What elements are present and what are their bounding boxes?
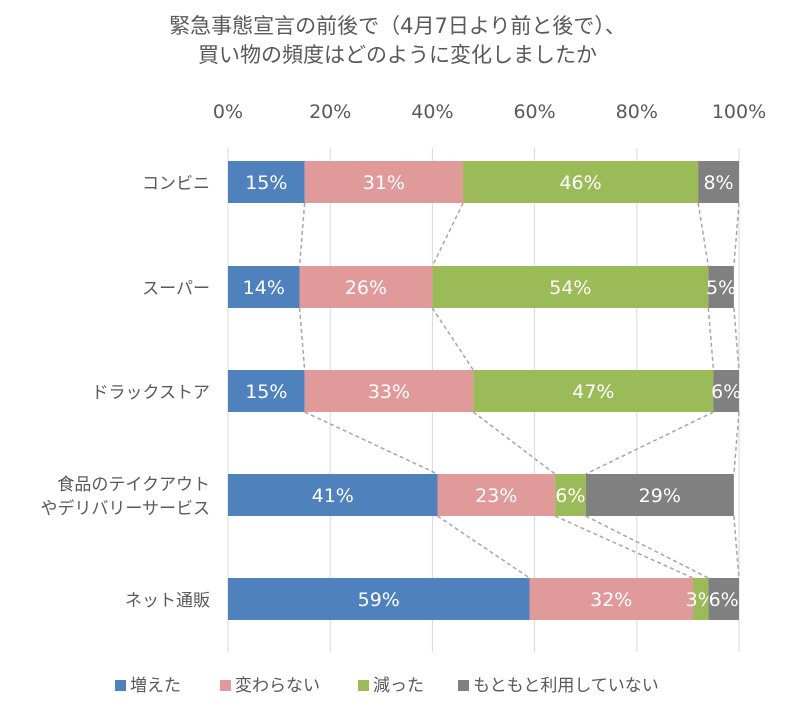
bar-segment bbox=[585, 474, 734, 516]
series-line bbox=[298, 307, 306, 371]
x-tick-label: 0% bbox=[213, 101, 243, 123]
data-label: 6% bbox=[711, 381, 741, 403]
series-line bbox=[304, 411, 438, 475]
data-label: 33% bbox=[368, 381, 410, 403]
bar-segment bbox=[473, 370, 714, 412]
data-label: 47% bbox=[572, 381, 614, 403]
series-line bbox=[585, 411, 714, 475]
bar-segment bbox=[437, 474, 556, 516]
series-line bbox=[554, 515, 694, 579]
series-line bbox=[431, 307, 474, 371]
bar-segment bbox=[299, 266, 433, 308]
legend-label: 変わらない bbox=[235, 676, 320, 696]
data-label: 6% bbox=[709, 589, 739, 611]
bar-segment bbox=[228, 161, 305, 203]
data-label: 23% bbox=[475, 485, 517, 507]
data-label: 8% bbox=[703, 172, 733, 194]
bar-segment bbox=[713, 370, 739, 412]
data-label: 5% bbox=[706, 277, 736, 299]
category-label: 食品のテイクアウトやデリバリーサービス bbox=[40, 475, 210, 519]
series-line bbox=[707, 307, 715, 371]
legend-swatch bbox=[358, 680, 369, 691]
category-label: ネット通販 bbox=[125, 591, 210, 611]
category-label: ドラックストア bbox=[92, 383, 211, 403]
series-line bbox=[733, 307, 740, 371]
data-label: 3% bbox=[686, 589, 716, 611]
bar-segment bbox=[304, 370, 474, 412]
series-line bbox=[733, 202, 740, 267]
data-label: 59% bbox=[358, 589, 400, 611]
bar-segment bbox=[708, 266, 734, 308]
data-label: 41% bbox=[312, 485, 354, 507]
bar-segment bbox=[698, 161, 739, 203]
legend-label: 増えた bbox=[130, 676, 181, 696]
legend-swatch bbox=[458, 680, 469, 691]
bar-segment bbox=[529, 578, 694, 620]
data-label: 54% bbox=[549, 277, 591, 299]
data-label: 6% bbox=[555, 485, 585, 507]
bar-segment bbox=[228, 474, 438, 516]
bar-segment bbox=[693, 578, 709, 620]
series-line bbox=[733, 515, 740, 579]
data-label: 29% bbox=[639, 485, 681, 507]
series-line bbox=[472, 411, 556, 475]
bar-segment bbox=[228, 266, 300, 308]
data-label: 14% bbox=[243, 277, 285, 299]
data-label: 31% bbox=[363, 172, 405, 194]
data-label: 15% bbox=[245, 381, 287, 403]
legend-swatch bbox=[220, 680, 231, 691]
legend-label: もともと利用していない bbox=[473, 676, 659, 696]
series-line bbox=[585, 515, 709, 579]
bar-segment bbox=[555, 474, 586, 516]
x-tick-label: 100% bbox=[712, 101, 766, 123]
bar-segment bbox=[228, 578, 530, 620]
category-label: コンビニ bbox=[142, 174, 210, 194]
data-label: 32% bbox=[590, 589, 632, 611]
bar-segment bbox=[708, 578, 739, 620]
bar-segment bbox=[463, 161, 699, 203]
data-label: 46% bbox=[559, 172, 601, 194]
series-line bbox=[733, 411, 740, 475]
legend-swatch bbox=[115, 680, 126, 691]
series-line bbox=[437, 515, 530, 579]
bar-segment bbox=[228, 370, 305, 412]
series-line bbox=[298, 202, 306, 267]
category-label: スーパー bbox=[142, 279, 210, 299]
chart-title-line-2: 買い物の頻度はどのように変化しましたか bbox=[198, 43, 597, 67]
x-tick-label: 40% bbox=[411, 101, 453, 123]
bar-segment bbox=[432, 266, 709, 308]
x-tick-label: 60% bbox=[513, 101, 555, 123]
x-tick-label: 80% bbox=[616, 101, 658, 123]
chart-title: 緊急事態宣言の前後で（4月7日より前と後で）、 買い物の頻度はどのように変化しま… bbox=[0, 12, 795, 70]
chart-title-line-1: 緊急事態宣言の前後で（4月7日より前と後で）、 bbox=[169, 14, 626, 38]
series-line bbox=[697, 202, 710, 267]
bar-segment bbox=[304, 161, 464, 203]
legend-label: 減った bbox=[373, 676, 424, 696]
data-label: 15% bbox=[245, 172, 287, 194]
series-line bbox=[431, 202, 464, 267]
x-tick-label: 20% bbox=[309, 101, 351, 123]
data-label: 26% bbox=[345, 277, 387, 299]
